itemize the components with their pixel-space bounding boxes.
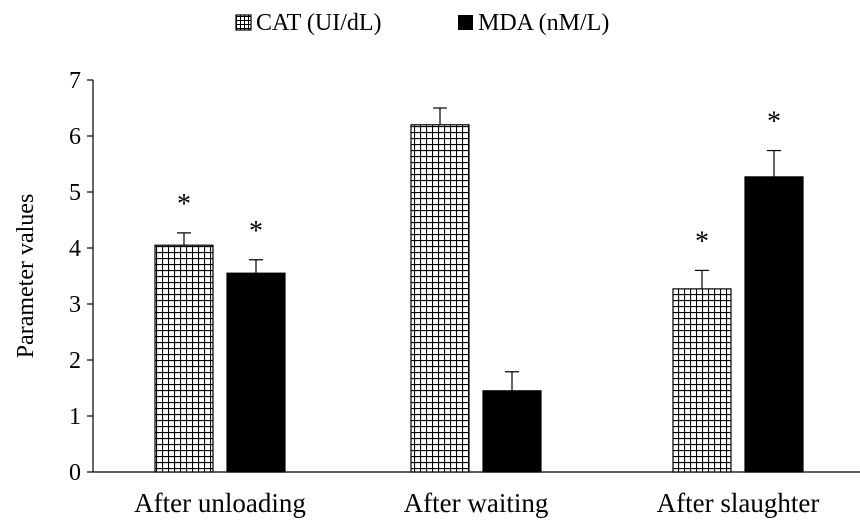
- legend-label-cat: CAT (UI/dL): [256, 10, 382, 36]
- y-tick-label: 6: [69, 124, 81, 150]
- bar-cat: [154, 244, 214, 473]
- legend-swatch-cat: [235, 14, 252, 31]
- y-tick-label: 2: [69, 348, 81, 374]
- significance-marker: *: [249, 216, 263, 247]
- bars: * * * *: [154, 107, 804, 473]
- significance-marker: *: [177, 189, 191, 220]
- y-axis-title: Parameter values: [13, 194, 39, 359]
- y-tick-label: 0: [69, 460, 81, 486]
- y-tick-label: 1: [69, 404, 81, 430]
- x-tick-label: After unloading: [134, 488, 306, 518]
- bar-mda: [482, 390, 542, 473]
- legend-swatch-mda: [458, 15, 473, 30]
- y-tick-label: 5: [69, 180, 81, 206]
- x-axis-labels: After unloading After waiting After slaugh…: [134, 488, 819, 518]
- significance-marker: *: [767, 107, 781, 138]
- x-tick-label: After slaughter: [657, 488, 820, 518]
- bar-mda: [226, 272, 286, 473]
- y-tick-label: 4: [69, 236, 81, 262]
- bar-mda: [744, 176, 804, 473]
- legend: CAT (UI/dL) MDA (nM/L): [235, 10, 609, 36]
- y-tick-label: 3: [69, 292, 81, 318]
- significance-marker: *: [695, 226, 709, 257]
- y-tick-label: 7: [69, 68, 81, 94]
- bar-cat: [672, 288, 732, 473]
- y-axis-ticks: 0 1 2 3 4 5 6 7: [69, 68, 93, 486]
- legend-label-mda: MDA (nM/L): [478, 10, 609, 36]
- bar-cat: [410, 124, 470, 473]
- x-tick-label: After waiting: [404, 488, 549, 518]
